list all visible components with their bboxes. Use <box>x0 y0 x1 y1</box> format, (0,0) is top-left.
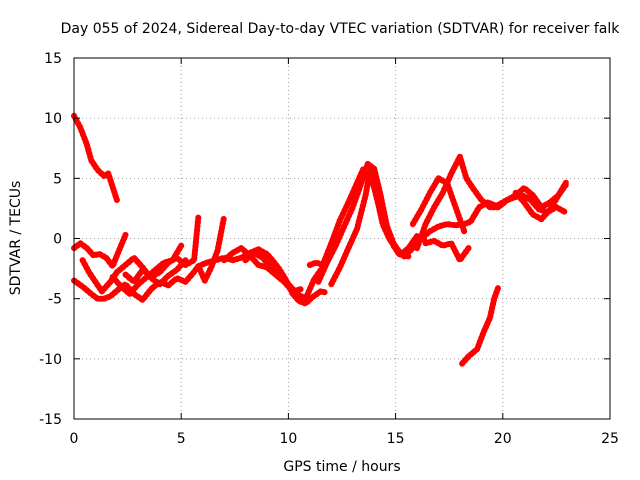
y-tick-label: 5 <box>53 171 62 187</box>
series-track-c <box>71 213 228 303</box>
series-track-o <box>409 175 468 235</box>
x-tick-label: 20 <box>494 431 512 447</box>
y-tick-label: -10 <box>39 352 62 368</box>
series-track-n <box>414 153 571 252</box>
series-track-r <box>459 283 502 367</box>
x-tick-label: 0 <box>70 431 79 447</box>
data-series <box>71 112 571 367</box>
y-tick-label: 10 <box>44 111 62 127</box>
series-track-k <box>315 160 429 285</box>
x-tick-label: 5 <box>177 431 186 447</box>
chart-title: Day 055 of 2024, Sidereal Day-to-day VTE… <box>61 21 621 37</box>
series-track-b <box>71 231 129 270</box>
y-tick-label: -5 <box>48 292 62 308</box>
series-track-i <box>242 249 326 302</box>
y-tick-label: 0 <box>53 232 62 248</box>
series-track-f <box>122 213 202 285</box>
x-tick-label: 25 <box>601 431 619 447</box>
x-axis-label: GPS time / hours <box>283 459 400 475</box>
series-track-a <box>71 112 120 203</box>
axis-ticks: 0 5 10 15 20 25 -15 -10 -5 0 5 10 15 <box>39 51 619 447</box>
x-tick-label: 15 <box>387 431 405 447</box>
y-tick-label: 15 <box>44 51 62 67</box>
series-track-l <box>328 168 403 288</box>
x-tick-label: 10 <box>279 431 297 447</box>
series-track-p <box>422 237 472 264</box>
series-track-q <box>512 177 571 223</box>
series-track-d <box>79 254 189 295</box>
y-tick-label: -15 <box>39 412 62 428</box>
y-axis-label: SDTVAR / TECUs <box>8 181 24 296</box>
